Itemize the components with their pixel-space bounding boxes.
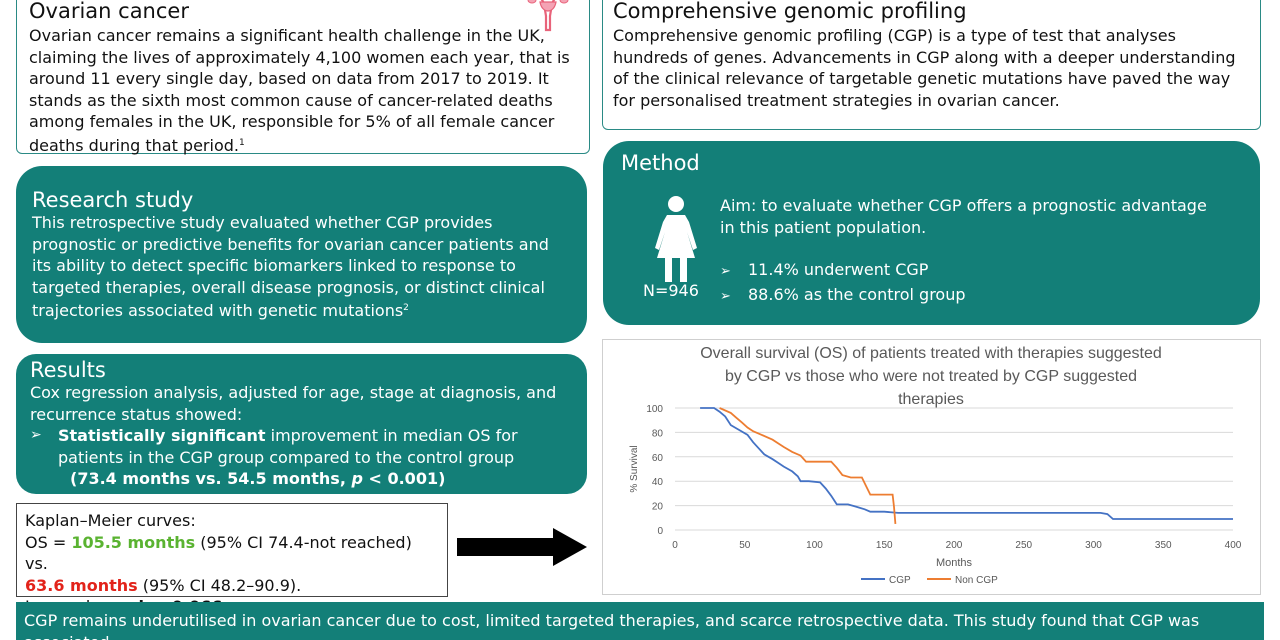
x-tick-label: 250	[1015, 540, 1032, 551]
legend-label: Non CGP	[955, 575, 998, 586]
series-line-cgp	[700, 407, 1233, 520]
survival-chart-panel: Overall survival (OS) of patients treate…	[602, 339, 1261, 595]
survival-chart: Overall survival (OS) of patients treate…	[629, 345, 1242, 586]
results-title: Results	[30, 358, 106, 382]
right-arrow-icon	[457, 528, 587, 566]
results-stat: (73.4 months vs. 54.5 months, p < 0.001)	[70, 468, 573, 490]
y-tick-label: 0	[657, 526, 663, 537]
research-study-panel: Research study This retrospective study …	[16, 166, 587, 343]
chart-title-line: Overall survival (OS) of patients treate…	[700, 345, 1162, 362]
km-os-non-value: 63.6 months	[25, 575, 138, 595]
x-axis-label: Months	[936, 557, 973, 569]
series-line-non-cgp	[719, 407, 897, 524]
x-tick-label: 350	[1155, 540, 1172, 551]
x-tick-label: 0	[672, 540, 678, 551]
cgp-title: Comprehensive genomic profiling	[613, 0, 967, 23]
ovarian-cancer-text: Ovarian cancer remains a significant hea…	[29, 26, 570, 155]
y-tick-label: 80	[652, 428, 664, 439]
ovarian-cancer-title: Ovarian cancer	[29, 0, 189, 23]
results-stat-open: (73.4 months vs. 54.5 months,	[70, 469, 352, 488]
method-title: Method	[621, 151, 700, 175]
arrow-bullet-icon: ➢	[720, 264, 731, 279]
conclusion-banner: CGP remains underutilised in ovarian can…	[16, 602, 1264, 640]
uterus-icon	[527, 0, 569, 32]
x-tick-label: 150	[876, 540, 893, 551]
arrow-bullet-icon: ➢	[30, 427, 42, 443]
method-bullet-text: 88.6% as the control group	[748, 285, 966, 304]
method-aim: Aim: to evaluate whether CGP offers a pr…	[720, 196, 1207, 237]
ovarian-cancer-body: Ovarian cancer remains a significant hea…	[29, 25, 577, 156]
y-tick-label: 60	[652, 453, 664, 464]
kaplan-meier-box: Kaplan–Meier curves: OS = 105.5 months (…	[16, 503, 448, 616]
cgp-panel: Comprehensive genomic profiling Comprehe…	[602, 0, 1261, 130]
results-stat-p: p	[351, 469, 363, 488]
km-heading: Kaplan–Meier curves:	[25, 511, 196, 530]
x-tick-label: 300	[1085, 540, 1102, 551]
ovarian-cancer-panel: Ovarian cancer Ovarian cancer remains a …	[16, 0, 590, 156]
legend-label: CGP	[889, 575, 911, 586]
results-panel: Results Cox regression analysis, adjuste…	[16, 354, 587, 494]
y-tick-label: 100	[646, 404, 663, 415]
km-os-line: OS = 105.5 months (95% CI 74.4-not reach…	[25, 532, 439, 575]
y-axis-label: % Survival	[629, 445, 640, 492]
x-tick-label: 50	[739, 540, 751, 551]
x-tick-label: 400	[1225, 540, 1242, 551]
reference-1: 1	[238, 137, 245, 148]
chart-title-line: by CGP vs those who were not treated by …	[725, 368, 1137, 385]
km-os-cgp-value: 105.5 months	[71, 532, 196, 552]
results-bullet-bold: Statistically significant	[58, 426, 266, 445]
method-panel: Method N=946 Aim: to evaluate whether CG…	[603, 141, 1260, 325]
research-text: This retrospective study evaluated wheth…	[32, 213, 549, 320]
reference-2: 2	[403, 303, 409, 313]
research-body: This retrospective study evaluated wheth…	[32, 212, 571, 322]
method-bullet: ➢ 88.6% as the control group	[720, 283, 966, 308]
km-os-non-ci: (95% CI 48.2–90.9).	[137, 575, 302, 595]
woman-icon	[655, 196, 697, 282]
method-bullet-text: 11.4% underwent CGP	[748, 260, 929, 279]
km-os-prefix: OS =	[25, 532, 72, 552]
results-intro: Cox regression analysis, adjusted for ag…	[30, 383, 557, 424]
method-bullet: ➢ 11.4% underwent CGP	[720, 258, 966, 283]
x-tick-label: 100	[806, 540, 823, 551]
y-tick-label: 20	[652, 502, 664, 513]
results-stat-close: < 0.001)	[362, 469, 446, 488]
arrow-bullet-icon: ➢	[720, 289, 731, 304]
km-os-line-2: 63.6 months (95% CI 48.2–90.9).	[25, 575, 439, 597]
conclusion-text: CGP remains underutilised in ovarian can…	[24, 611, 1200, 640]
cgp-body: Comprehensive genomic profiling (CGP) is…	[613, 26, 1236, 110]
results-bullet-text: Statistically significant improvement in…	[58, 425, 573, 468]
results-bullet: ➢ Statistically significant improvement …	[30, 425, 573, 468]
x-tick-label: 200	[946, 540, 963, 551]
method-bullets: ➢ 11.4% underwent CGP ➢ 88.6% as the contr…	[720, 258, 966, 308]
research-title: Research study	[32, 188, 194, 212]
results-bullet-rest: improvement in median OS for patients in…	[58, 426, 518, 467]
sample-size-label: N=946	[643, 281, 699, 300]
km-os-cgp-ci: (95% CI 74.4-not reached) vs.	[25, 532, 412, 574]
chart-title-line: therapies	[898, 391, 964, 408]
y-tick-label: 40	[652, 477, 664, 488]
